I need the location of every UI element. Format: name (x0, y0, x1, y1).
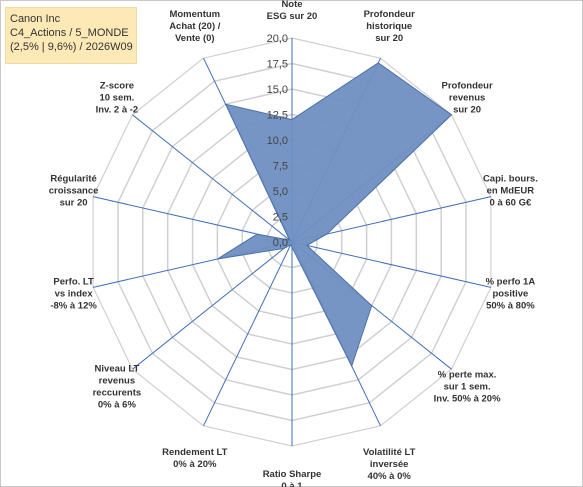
title-period: (2,5% | 9,6%) / 2026W09 (10, 41, 133, 53)
axis-label: Niveau LT revenus reccurents 0% à 6% (93, 364, 142, 411)
tick-label: 2,5 (273, 212, 288, 224)
tick-label: 17,5 (267, 59, 288, 71)
radar-tick-labels: 0,0 2,5 5,0 7,5 10,0 12,5 15,0 17,5 20,0 (267, 33, 288, 249)
axis-label: Ratio Sharpe 0 à 1 (263, 469, 322, 487)
tick-label: 20,0 (267, 33, 288, 45)
axis-label: Profondeur historique sur 20 (364, 9, 415, 44)
axis-label: Volatilité LT inversée 40% à 0% (363, 447, 416, 482)
series-area (217, 62, 453, 368)
axis-label: Perfo. LT vs index -8% à 12% (50, 277, 97, 312)
chart-title-box: Canon Inc C4_Actions / 5_MONDE (2,5% | 9… (5, 7, 137, 64)
axis-label: % perte max. sur 1 sem. Inv. 50% à 20% (434, 370, 501, 405)
axis-label: Note ESG sur 20 (267, 0, 318, 22)
axis-spoke (132, 241, 293, 370)
tick-label: 10,0 (267, 135, 288, 147)
tick-label: 12,5 (267, 110, 288, 122)
tick-label: 5,0 (273, 186, 288, 198)
axis-label: Régularité croissance sur 20 (49, 173, 99, 208)
title-company: Canon Inc (10, 13, 61, 25)
radar-series (217, 62, 453, 368)
title-category: C4_Actions / 5_MONDE (10, 27, 129, 39)
radar-axis-labels: Note ESG sur 20 Profondeur historique sur 20… (49, 0, 538, 487)
tick-label: 0,0 (273, 237, 288, 249)
tick-label: 7,5 (273, 161, 288, 173)
tick-label: 15,0 (267, 84, 288, 96)
axis-label: Z-score 10 sem. Inv. 2 à -2 (96, 80, 139, 115)
axis-label: Momentum Achat (20) / Vente (0) (169, 9, 221, 44)
axis-label: Rendement LT 0% à 20% (162, 447, 227, 470)
axis-label: % perfo 1A positive 50% à 80% (486, 277, 536, 312)
axis-label: Profondeur revenus sur 20 (441, 80, 492, 115)
axis-label: Capi. bours. en MdEUR 0 à 60 G€ (483, 173, 538, 208)
axis-spoke (132, 114, 293, 243)
axis-spoke (203, 241, 293, 427)
axis-spoke (291, 241, 492, 288)
